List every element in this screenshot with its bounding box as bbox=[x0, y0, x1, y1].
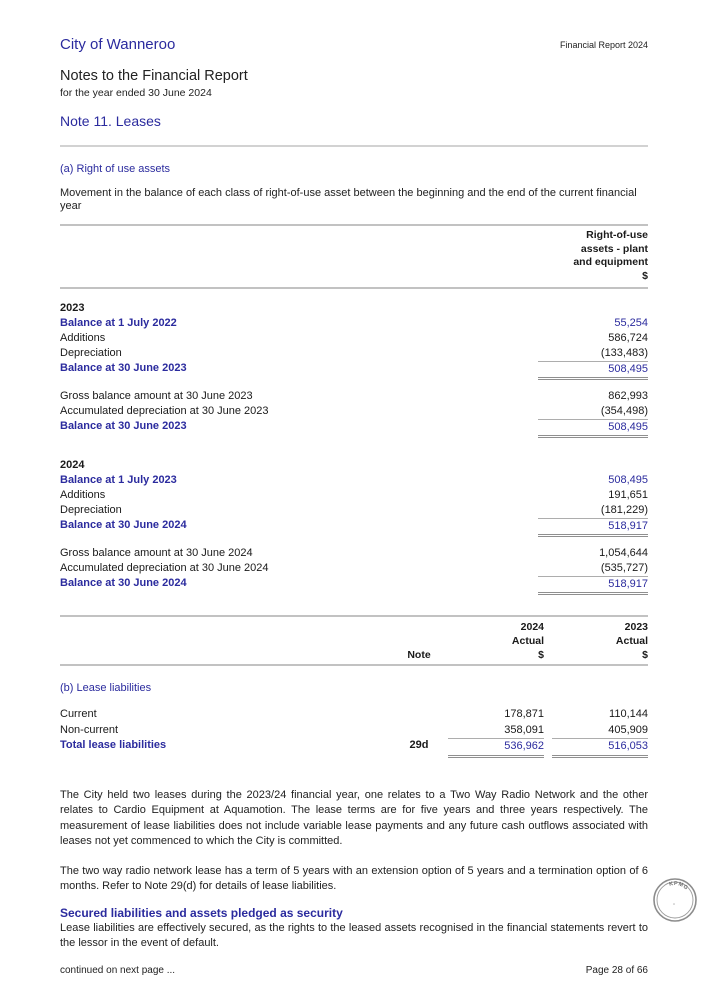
rou-table-column-header: Right-of-use assets - plant and equipmen… bbox=[60, 224, 648, 289]
secured-liabilities-heading: Secured liabilities and assets pledged a… bbox=[60, 905, 343, 920]
col-year: 2023 bbox=[624, 621, 648, 633]
kpmg-stamp: KPMG bbox=[652, 876, 698, 924]
section-a-heading: (a) Right of use assets bbox=[60, 163, 171, 175]
col-header-line: assets - plant bbox=[580, 242, 648, 255]
section-b-heading: (b) Lease liabilities bbox=[60, 682, 152, 694]
row-label: Balance at 30 June 2023 bbox=[60, 420, 187, 432]
svg-text:KPMG: KPMG bbox=[669, 881, 689, 892]
table-row: Depreciation (181,229) bbox=[60, 503, 648, 518]
col-2024-header: 2024 Actual $ bbox=[448, 620, 544, 662]
row-label: Balance at 1 July 2022 bbox=[60, 317, 177, 329]
table-row: Additions 586,724 bbox=[60, 331, 648, 346]
table-row: Accumulated depreciation at 30 June 2024… bbox=[60, 561, 648, 576]
row-value-2024: 178,871 bbox=[504, 708, 544, 720]
row-value: 862,993 bbox=[608, 390, 648, 402]
table-row: Accumulated depreciation at 30 June 2023… bbox=[60, 404, 648, 419]
row-value: (133,483) bbox=[600, 347, 648, 359]
col-header-line: $ bbox=[642, 269, 648, 282]
row-label: Depreciation bbox=[60, 504, 122, 516]
row-value: 508,495 bbox=[538, 419, 648, 438]
row-label: Balance at 30 June 2023 bbox=[60, 362, 187, 374]
paragraph-leases: The City held two leases during the 2023… bbox=[60, 788, 648, 848]
brand: City of Wanneroo bbox=[60, 36, 176, 53]
row-value: (535,727) bbox=[600, 562, 648, 574]
row-value-2024: 358,091 bbox=[504, 723, 544, 736]
table-row: Balance at 1 July 2022 55,254 bbox=[60, 316, 648, 331]
col-header-line: Right-of-use bbox=[586, 229, 648, 241]
row-note: 29d bbox=[409, 739, 429, 751]
row-label: Additions bbox=[60, 332, 106, 344]
year-label-2024: 2024 bbox=[60, 459, 85, 471]
row-label: Accumulated depreciation at 30 June 2024 bbox=[60, 562, 269, 574]
col-basis: Actual bbox=[511, 635, 544, 647]
row-label: Balance at 30 June 2024 bbox=[60, 519, 187, 531]
stamp-label: KPMG bbox=[669, 881, 689, 892]
table-total-row: Balance at 30 June 2024 518,917 bbox=[60, 576, 648, 595]
row-value: 508,495 bbox=[608, 474, 648, 486]
note-column-header: Note bbox=[407, 649, 431, 661]
table-row: Non-current 358,091 405,909 bbox=[60, 723, 648, 739]
row-label: Current bbox=[60, 708, 97, 720]
year-label-2023: 2023 bbox=[60, 302, 85, 314]
secured-liabilities-body: Lease liabilities are effectively secure… bbox=[60, 921, 648, 950]
row-value: (354,498) bbox=[600, 405, 648, 417]
report-label: Financial Report 2024 bbox=[559, 40, 648, 50]
col-unit: $ bbox=[538, 649, 544, 661]
table-row: Gross balance amount at 30 June 2023 862… bbox=[60, 389, 648, 404]
row-value-2024: 536,962 bbox=[448, 738, 544, 758]
table-row: Current 178,871 110,144 bbox=[60, 707, 648, 723]
row-value: 586,724 bbox=[608, 332, 648, 344]
page-subtitle: for the year ended 30 June 2024 bbox=[60, 87, 212, 99]
table-row: Gross balance amount at 30 June 2024 1,0… bbox=[60, 546, 648, 561]
row-value-2023: 405,909 bbox=[608, 723, 648, 736]
paragraph-radio-lease: The two way radio network lease has a te… bbox=[60, 864, 648, 893]
footer-continued: continued on next page ... bbox=[60, 965, 176, 976]
row-label: Gross balance amount at 30 June 2023 bbox=[60, 390, 253, 402]
col-year: 2024 bbox=[520, 621, 544, 633]
row-value: 55,254 bbox=[614, 317, 648, 329]
row-note bbox=[390, 723, 448, 739]
top-bar: City of Wanneroo Financial Report 2024 bbox=[60, 36, 648, 53]
row-label: Gross balance amount at 30 June 2024 bbox=[60, 547, 253, 559]
row-value: (181,229) bbox=[600, 504, 648, 516]
row-value: 191,651 bbox=[608, 489, 648, 501]
row-note bbox=[390, 707, 448, 723]
section-a-intro: Movement in the balance of each class of… bbox=[60, 187, 637, 212]
col-basis: Actual bbox=[615, 635, 648, 647]
row-label: Total lease liabilities bbox=[60, 739, 167, 751]
row-value: 518,917 bbox=[538, 518, 648, 537]
stamp-icon: KPMG bbox=[653, 878, 697, 922]
row-value: 518,917 bbox=[538, 576, 648, 595]
footer-page-number: Page 28 of 66 bbox=[585, 965, 648, 976]
col-unit: $ bbox=[642, 649, 648, 661]
col-2023-header: 2023 Actual $ bbox=[552, 620, 648, 662]
note-title: Note 11. Leases bbox=[60, 113, 161, 129]
row-value: 1,054,644 bbox=[599, 547, 648, 559]
row-label: Balance at 30 June 2024 bbox=[60, 577, 187, 589]
table-row: Balance at 1 July 2023 508,495 bbox=[60, 473, 648, 488]
row-value: 508,495 bbox=[538, 361, 648, 380]
page-title: Notes to the Financial Report bbox=[60, 68, 248, 84]
table-total-row: Total lease liabilities 29d 536,962 516,… bbox=[60, 738, 648, 758]
page-content: City of Wanneroo Financial Report 2024 N… bbox=[60, 36, 648, 950]
page-footer: continued on next page ... Page 28 of 66 bbox=[60, 965, 648, 976]
table-total-row: Balance at 30 June 2023 508,495 bbox=[60, 419, 648, 438]
row-label: Non-current bbox=[60, 723, 119, 736]
divider bbox=[60, 145, 648, 147]
row-label: Balance at 1 July 2023 bbox=[60, 474, 177, 486]
liabilities-table-header: Note 2024 Actual $ 2023 Actual $ bbox=[60, 615, 648, 666]
row-value-2023: 516,053 bbox=[552, 738, 648, 758]
liabilities-rows: Current 178,871 110,144 Non-current 358,… bbox=[60, 707, 648, 758]
row-label: Depreciation bbox=[60, 347, 122, 359]
table-total-row: Balance at 30 June 2023 508,495 bbox=[60, 361, 648, 380]
col-header-line: and equipment bbox=[573, 256, 648, 268]
row-label: Additions bbox=[60, 489, 106, 501]
table-total-row: Balance at 30 June 2024 518,917 bbox=[60, 518, 648, 537]
table-row: Additions 191,651 bbox=[60, 488, 648, 503]
table-row: Depreciation (133,483) bbox=[60, 346, 648, 361]
row-label: Accumulated depreciation at 30 June 2023 bbox=[60, 405, 269, 417]
row-value-2023: 110,144 bbox=[609, 708, 648, 720]
